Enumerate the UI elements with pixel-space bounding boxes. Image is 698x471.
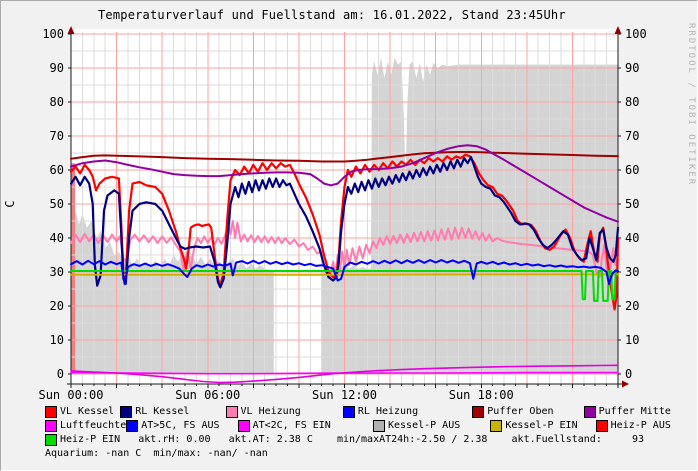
series-line-rl-heizung (70, 259, 619, 285)
legend-row-1: VL Kessel RL Kessel VL Heizung RL Heizun… (45, 405, 695, 419)
legend-label: VL Heizung (240, 406, 343, 417)
series-line-heiz-p-ein (70, 270, 619, 302)
series-line-puffer-mitte (70, 144, 619, 223)
y-tick-label-right: 90 (625, 61, 639, 75)
legend-swatch (583, 406, 596, 418)
legend-label: RL Heizung (357, 406, 473, 417)
series-area-heiz-p-aus (71, 163, 76, 374)
legend-label: Puffer Mitte (598, 406, 671, 417)
legend-label: RL Kessel (135, 406, 226, 417)
arrow-up-right (614, 26, 622, 34)
y-tick-label-right: 70 (625, 129, 639, 143)
y-tick-label: 0 (57, 367, 64, 381)
legend-label: Puffer Oben (487, 406, 584, 417)
axes (67, 29, 623, 388)
x-tick-label: Sun 12:00 (312, 388, 377, 401)
legend-swatch (342, 406, 355, 418)
legend-swatch (45, 434, 57, 446)
legend-label: AT<2C, FS EIN (252, 420, 373, 431)
series-area-kessel-p-aus-a (71, 210, 274, 374)
x-tick-label: Sun 00:00 (38, 388, 103, 401)
chart-legend: VL Kessel RL Kessel VL Heizung RL Heizun… (45, 405, 695, 461)
legend-label: Aquarium: -nan C min/max: -nan/ -nan (45, 448, 268, 459)
legend-swatch (237, 420, 250, 432)
y-tick-label-right: 30 (625, 265, 639, 279)
y-tick-label: 10 (50, 333, 64, 347)
legend-swatch (126, 420, 139, 432)
legend-swatch (372, 420, 385, 432)
legend-swatch (472, 406, 485, 418)
y-tick-label: 50 (50, 197, 64, 211)
y-tick-label-right: 40 (625, 231, 639, 245)
y-tick-label: 30 (50, 265, 64, 279)
legend-label: VL Kessel (60, 406, 121, 417)
axis-arrows (67, 26, 629, 388)
y-tick-label: 20 (50, 299, 64, 313)
legend-label: AT>5C, FS AUS (141, 420, 238, 431)
y-tick-label-right: 100 (625, 27, 647, 41)
y-tick-label-right: 50 (625, 197, 639, 211)
legend-label: Kessel-P AUS (387, 420, 491, 431)
chart-title: Temperaturverlauf und Fuellstand am: 16.… (98, 8, 566, 22)
y-tick-label-right: 10 (625, 333, 639, 347)
legend-swatch (45, 420, 57, 432)
y-tick-label: 90 (50, 61, 64, 75)
legend-label: Heiz-P EIN akt.rH: 0.00 akt.AT: 2.38 C m… (60, 434, 644, 445)
legend-swatch (225, 406, 238, 418)
series-line-vl-heizung (70, 220, 619, 280)
legend-label: Kessel-P EIN (505, 420, 596, 431)
x-tick-label: Sun 18:00 (449, 388, 514, 401)
y-axis-title: C (3, 200, 17, 207)
arrow-up-left (67, 26, 75, 34)
legend-swatch (595, 420, 608, 432)
legend-label: Heiz-P AUS (610, 420, 671, 431)
y-tick-label: 60 (50, 163, 64, 177)
y-tick-label: 40 (50, 231, 64, 245)
series-line-rl-kessel (69, 156, 620, 289)
grid (71, 32, 618, 384)
line-series-group (69, 144, 620, 384)
arrow-right (622, 380, 629, 388)
legend-swatch (490, 420, 503, 432)
legend-row-2: Luftfeuchte AT>5C, FS AUS AT<2C, FS EIN K… (45, 419, 695, 433)
legend-label: Luftfeuchte (60, 420, 127, 431)
series-line-puffer-oben (70, 151, 619, 163)
series-line-aussentemp (70, 364, 619, 384)
y-tick-label-right: 80 (625, 95, 639, 109)
x-tick-label: Sun 06:00 (175, 388, 240, 401)
legend-swatch (120, 406, 133, 418)
legend-swatch (45, 406, 57, 418)
rrdtool-watermark: RRDTOOL / TOBI OETIKER (686, 23, 696, 187)
y-tick-label-right: 20 (625, 299, 639, 313)
y-tick-label: 70 (50, 129, 64, 143)
y-tick-label-right: 60 (625, 163, 639, 177)
y-tick-label: 100 (42, 27, 64, 41)
chart-canvas: 0 0 10 10 20 20 30 30 40 40 50 50 60 60 70 70 80 80 90 90 10… (3, 26, 647, 401)
legend-row-3: Heiz-P EIN akt.rH: 0.00 akt.AT: 2.38 C m… (45, 433, 695, 447)
y-tick-label-right: 0 (625, 367, 632, 381)
legend-row-4: Aquarium: -nan C min/max: -nan/ -nan (45, 447, 695, 461)
y-tick-label: 80 (50, 95, 64, 109)
